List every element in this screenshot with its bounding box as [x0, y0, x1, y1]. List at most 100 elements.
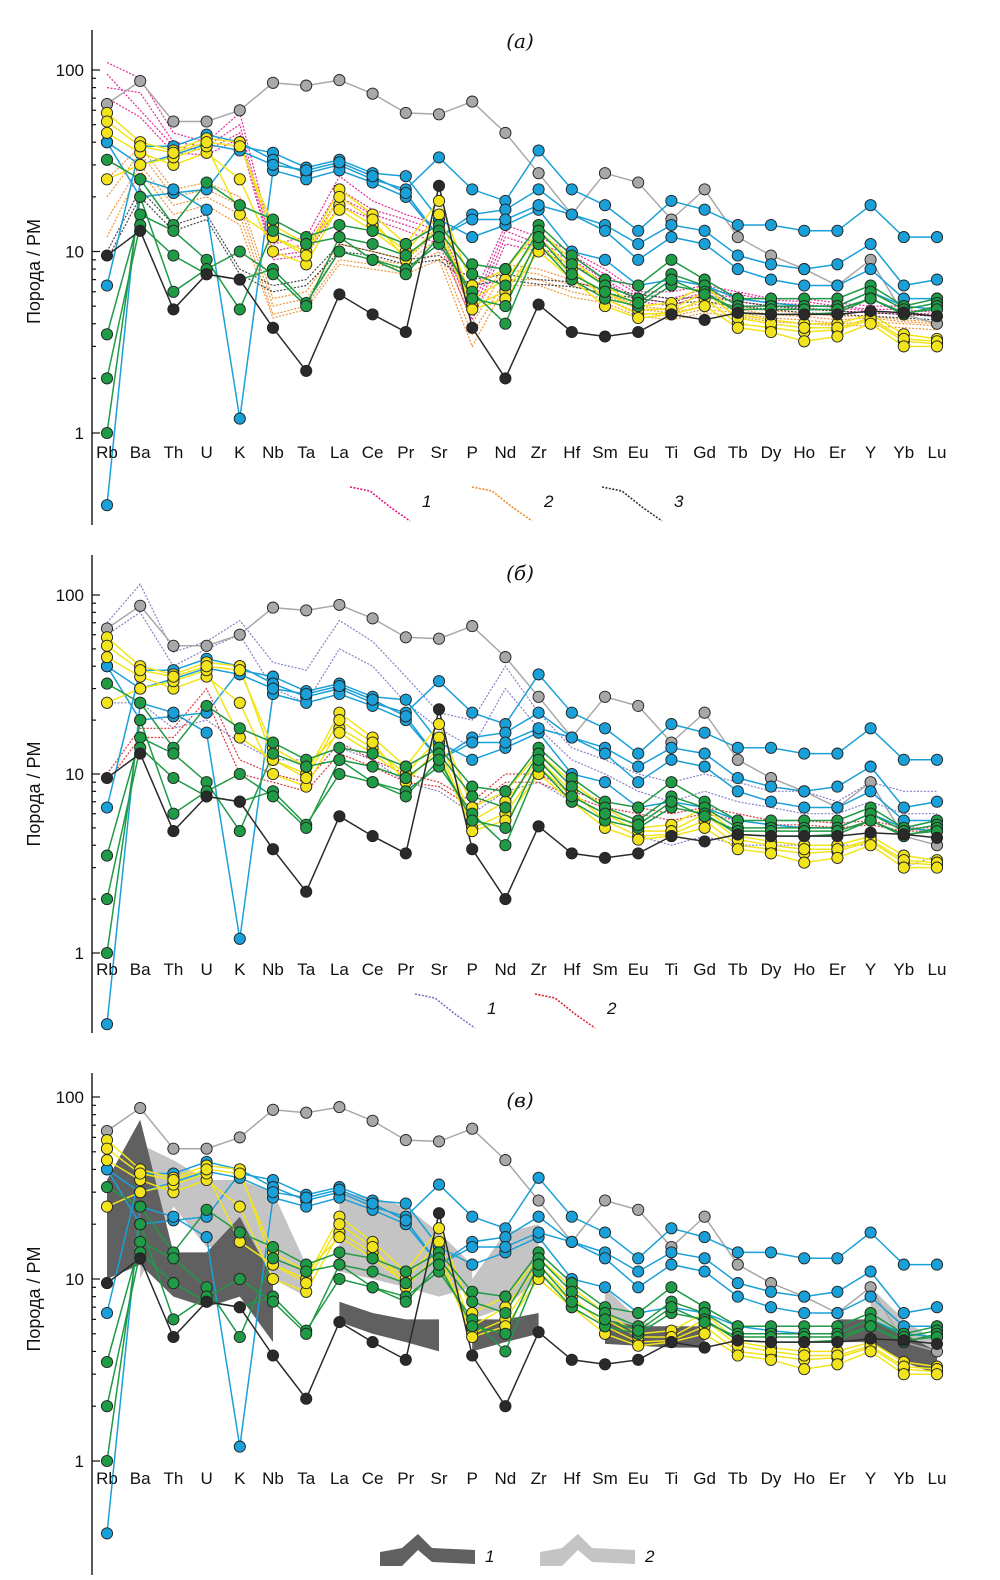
x-tick-label: Eu: [628, 960, 649, 979]
data-point: [134, 714, 147, 727]
data-point: [233, 1131, 246, 1144]
data-point: [598, 1194, 612, 1207]
legend-label: 2: [606, 999, 617, 1018]
data-point: [333, 1218, 346, 1231]
data-point: [466, 1330, 479, 1344]
data-point: [200, 660, 213, 673]
data-point: [565, 1353, 578, 1366]
data-point: [466, 843, 479, 856]
data-point: [333, 1101, 346, 1114]
x-tick-label: Yb: [893, 443, 914, 462]
data-point: [100, 153, 114, 166]
data-point: [665, 795, 678, 808]
reference-series-line: [106, 583, 937, 803]
data-point: [665, 741, 678, 754]
data-point: [598, 690, 612, 703]
x-tick-label: Er: [829, 1469, 846, 1488]
data-point: [466, 1295, 479, 1308]
data-point: [233, 825, 246, 838]
x-tick-label: La: [330, 1469, 349, 1488]
series-line: [106, 636, 938, 861]
data-point: [897, 753, 910, 766]
data-point: [466, 1240, 479, 1254]
data-point: [499, 317, 512, 330]
data-point: [100, 1181, 114, 1194]
x-tick-label: K: [234, 443, 246, 462]
data-point: [466, 620, 479, 633]
series-line: [106, 132, 938, 345]
data-point: [333, 1246, 346, 1259]
data-point: [333, 1183, 346, 1196]
x-tick-label: P: [467, 443, 478, 462]
data-point: [333, 203, 346, 216]
data-point: [233, 199, 246, 212]
data-point: [698, 203, 711, 216]
y-tick-label: 100: [56, 61, 84, 80]
data-point: [167, 807, 180, 820]
y-tick-label: 100: [56, 586, 84, 605]
data-point: [731, 753, 744, 766]
data-point: [798, 1290, 811, 1303]
data-point: [100, 893, 114, 906]
data-point: [333, 218, 346, 232]
y-axis-label: Порода / PM: [24, 741, 44, 846]
data-point: [632, 776, 645, 789]
panel-3: (в) 1 10 100 Порода / PM Rb Ba Th U K Nb Ta La Ce Pr Sr…: [24, 1073, 946, 1575]
x-tick-label: Y: [865, 1469, 876, 1488]
data-point: [100, 1154, 114, 1167]
data-point: [100, 1142, 114, 1155]
reference-series-line: [107, 702, 938, 869]
data-point: [632, 1353, 645, 1366]
reference-series-line: [106, 87, 938, 314]
data-point: [632, 237, 645, 251]
data-point: [399, 1197, 412, 1210]
data-point: [731, 249, 744, 262]
data-point: [864, 1226, 877, 1239]
data-point: [466, 1122, 479, 1135]
data-point: [499, 126, 512, 139]
data-point: [499, 801, 512, 814]
data-point: [598, 1226, 612, 1239]
data-point: [466, 736, 479, 749]
x-tick-label: K: [234, 960, 246, 979]
data-point: [466, 706, 479, 719]
data-point: [598, 851, 612, 864]
data-point: [366, 308, 379, 321]
data-point: [432, 208, 446, 221]
data-point: [466, 1210, 479, 1223]
y-axis-label: Порода / PM: [24, 219, 44, 324]
data-point: [532, 1210, 545, 1223]
data-point: [831, 308, 844, 321]
data-point: [134, 1200, 147, 1213]
data-point: [499, 785, 512, 798]
data-point: [632, 1281, 645, 1294]
data-point: [632, 801, 645, 814]
data-point: [167, 670, 180, 683]
data-point: [266, 245, 280, 258]
x-tick-label: Tb: [728, 960, 748, 979]
data-point: [598, 807, 612, 820]
data-point: [100, 946, 114, 960]
data-point: [831, 1336, 844, 1349]
data-point: [831, 801, 844, 814]
data-point: [864, 1345, 877, 1358]
data-point: [897, 1368, 910, 1381]
data-point: [366, 760, 379, 773]
data-point: [698, 224, 711, 237]
data-point: [532, 706, 545, 719]
data-point: [266, 76, 280, 89]
data-point: [632, 1306, 645, 1320]
data-point: [167, 249, 180, 262]
panel-2: (б) 1 10 100 Порода / PM Rb Ba Th U K Nb Ta La Ce Pr Sr…: [24, 555, 946, 1033]
data-point: [632, 1252, 645, 1265]
data-point: [167, 224, 180, 237]
data-point: [466, 753, 479, 766]
data-point: [432, 1178, 446, 1191]
data-point: [466, 213, 479, 226]
data-point: [864, 785, 877, 798]
x-tick-label: Nb: [262, 1469, 284, 1488]
x-tick-label: Nd: [495, 960, 517, 979]
data-point: [466, 292, 479, 305]
data-point: [466, 303, 479, 316]
data-point: [200, 639, 213, 652]
